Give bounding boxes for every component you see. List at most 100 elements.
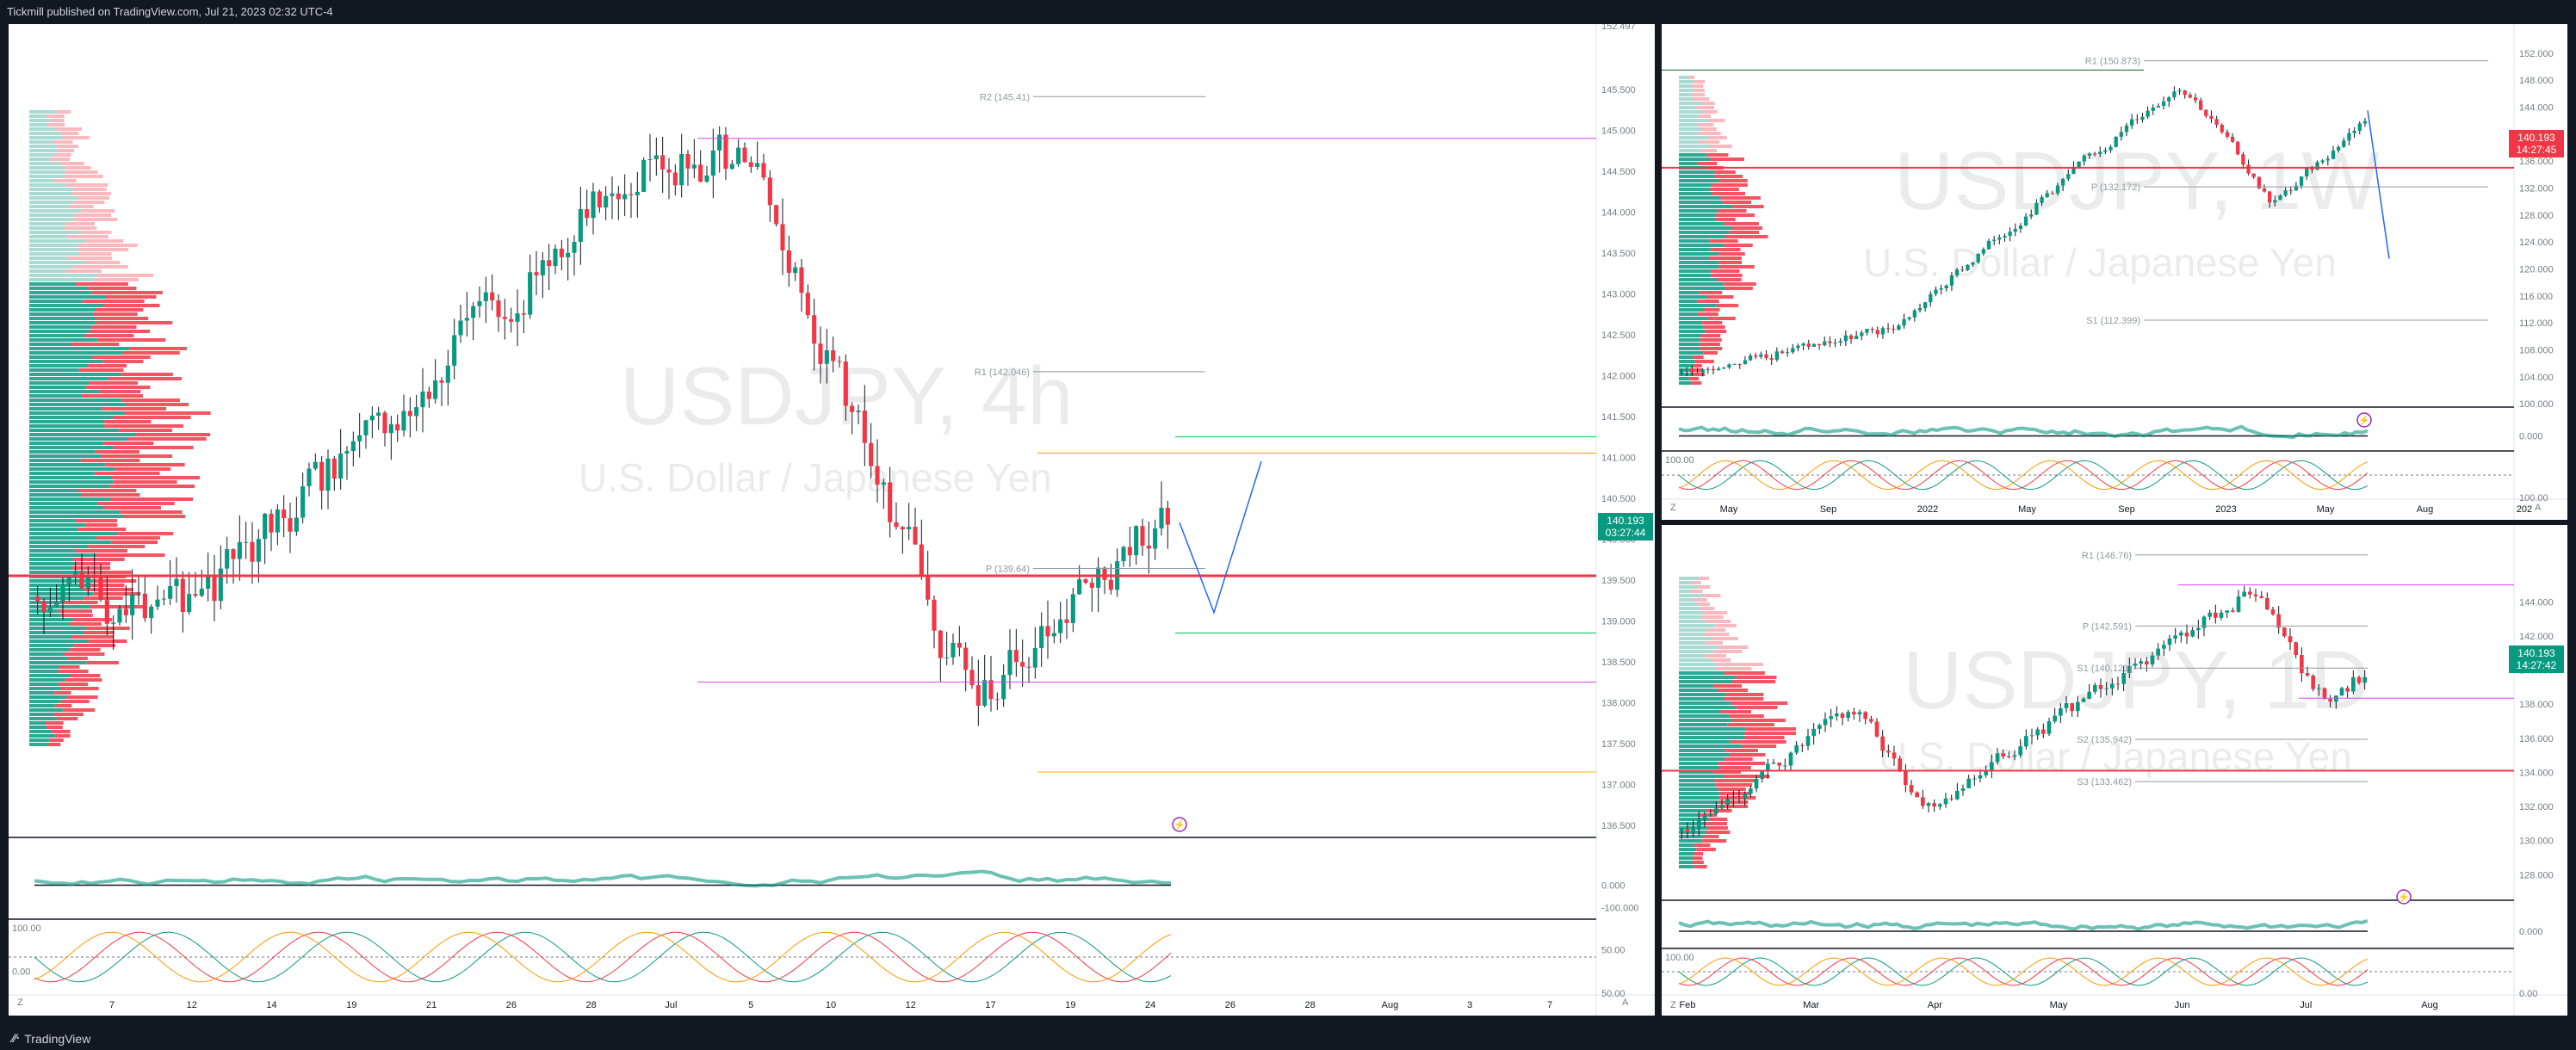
brand-name: TradingView bbox=[24, 1031, 91, 1046]
candle-body bbox=[1934, 289, 1938, 294]
chart-panel-1w[interactable]: USDJPY, 1W U.S. Dollar / Japanese Yen 15… bbox=[1662, 24, 2567, 520]
volume-profile-bar bbox=[1704, 308, 1720, 312]
chart-panel-1d[interactable]: USDJPY, 1D U.S. Dollar / Japanese Yen 14… bbox=[1662, 525, 2567, 1016]
candle-body bbox=[395, 423, 400, 431]
candle-body bbox=[824, 349, 829, 364]
candle-body bbox=[1852, 712, 1856, 715]
volume-profile-bar bbox=[63, 708, 96, 712]
volume-profile-bar bbox=[1694, 368, 1703, 372]
candle-body bbox=[1848, 335, 1854, 340]
volume-profile-bar bbox=[1679, 598, 1694, 602]
candle-body bbox=[850, 405, 855, 412]
volume-profile-bar bbox=[1700, 334, 1721, 337]
volume-profile-bar bbox=[29, 489, 78, 492]
price-tick-label: 145.000 bbox=[1601, 126, 1636, 136]
zoom-toggle-button[interactable]: Z bbox=[17, 998, 23, 1008]
volume-profile-bar bbox=[1679, 338, 1700, 342]
volume-profile-bar bbox=[29, 325, 92, 329]
chart-canvas-1d[interactable]: 144.000142.000140.000138.000136.000134.0… bbox=[1662, 525, 2567, 1016]
price-tick-label: 132.000 bbox=[2519, 802, 2554, 812]
volume-profile-bar bbox=[90, 605, 144, 608]
candle-body bbox=[1995, 753, 2000, 763]
candle-body bbox=[407, 411, 412, 417]
volume-profile-bar bbox=[88, 545, 146, 548]
candle-body bbox=[1886, 328, 1891, 330]
auto-scale-button[interactable]: A bbox=[1622, 998, 1629, 1008]
candle-body bbox=[988, 680, 994, 700]
candle-body bbox=[161, 598, 166, 600]
chart-panel-4h[interactable]: USDJPY, 4h U.S. Dollar / Japanese Yen 14… bbox=[9, 24, 1655, 1016]
candle-body bbox=[2145, 661, 2149, 664]
price-tick-label: 112.000 bbox=[2519, 318, 2553, 329]
candle-body bbox=[1737, 363, 1742, 365]
candle-body bbox=[1058, 619, 1063, 633]
header-bar: Tickmill published on TradingView.com, J… bbox=[0, 0, 2576, 24]
volume-profile-bar bbox=[1707, 317, 1736, 320]
candle-body bbox=[969, 670, 975, 686]
candle-body bbox=[269, 513, 274, 533]
volume-profile-bar bbox=[122, 515, 186, 518]
volume-profile-bar bbox=[1679, 256, 1710, 260]
chart-canvas-4h[interactable]: 145.500 145.000 144.500 144.000 143.500 143.0… bbox=[9, 24, 1655, 1016]
candle-body bbox=[300, 485, 306, 518]
candle-body bbox=[2278, 195, 2282, 201]
candle-body bbox=[831, 349, 836, 361]
last-price-tag: 140.193 14:27:42 bbox=[2509, 645, 2564, 673]
candle-body bbox=[2337, 146, 2341, 151]
volume-profile-bar bbox=[60, 614, 93, 617]
candle-body bbox=[1077, 579, 1082, 595]
volume-profile-bar bbox=[1723, 282, 1756, 286]
candle-body bbox=[919, 544, 924, 577]
volume-profile-bar bbox=[1679, 244, 1725, 247]
candle-body bbox=[1780, 351, 1785, 354]
candle-body bbox=[1731, 797, 1736, 800]
candle-body bbox=[2315, 162, 2319, 170]
zoom-toggle-button[interactable]: Z bbox=[1670, 1000, 1676, 1010]
volume-profile-bar bbox=[1724, 697, 1764, 701]
volume-profile-bar bbox=[109, 485, 195, 488]
volume-profile-bar bbox=[1694, 865, 1707, 868]
candle-body bbox=[1134, 526, 1139, 556]
zoom-toggle-button[interactable]: Z bbox=[1670, 503, 1676, 513]
volume-profile-bar bbox=[1679, 377, 1689, 380]
candle-body bbox=[1955, 790, 1960, 800]
volume-profile-bar bbox=[29, 687, 61, 690]
candle-body bbox=[1986, 240, 1991, 250]
candle-body bbox=[2177, 90, 2182, 92]
candle-body bbox=[2103, 150, 2108, 152]
volume-profile-bar bbox=[1709, 818, 1728, 821]
candle-body bbox=[660, 155, 666, 170]
volume-profile-bar bbox=[94, 472, 160, 475]
candle-body bbox=[938, 630, 943, 658]
candle-body bbox=[2219, 612, 2224, 618]
volume-profile-bar bbox=[29, 347, 129, 350]
volume-profile-bar bbox=[1679, 192, 1712, 195]
volume-profile-bar bbox=[29, 618, 74, 621]
auto-scale-button[interactable]: A bbox=[2535, 503, 2542, 513]
candle-body bbox=[2119, 132, 2123, 137]
candle-body bbox=[2248, 591, 2252, 595]
volume-profile-bar bbox=[29, 627, 87, 630]
candle-body bbox=[199, 589, 204, 596]
candle-body bbox=[1691, 828, 1695, 832]
candle-body bbox=[477, 301, 482, 306]
candle-body bbox=[2246, 164, 2251, 174]
volume-profile-bar bbox=[1679, 351, 1704, 355]
volume-profile-bar bbox=[85, 571, 132, 574]
candle-body bbox=[585, 208, 590, 219]
volume-profile-bar bbox=[49, 738, 64, 742]
candle-body bbox=[1863, 712, 1867, 720]
volume-profile-bar bbox=[29, 119, 51, 122]
lightning-icon: ⚡ bbox=[1172, 817, 1187, 832]
volume-profile-bar bbox=[84, 334, 134, 337]
volume-profile-bar bbox=[46, 114, 65, 118]
time-tick-label: 26 bbox=[1225, 1000, 1235, 1010]
candle-body bbox=[2362, 120, 2368, 124]
candle-body bbox=[1912, 310, 1917, 318]
candle-body bbox=[907, 527, 912, 530]
volume-profile-bar bbox=[1693, 97, 1710, 101]
volume-profile-bar bbox=[29, 368, 79, 372]
candle-body bbox=[1954, 269, 1960, 275]
chart-canvas-1w[interactable]: 152.000148.000144.000140.000136.000132.0… bbox=[1662, 24, 2567, 520]
volume-profile-bar bbox=[77, 528, 127, 531]
